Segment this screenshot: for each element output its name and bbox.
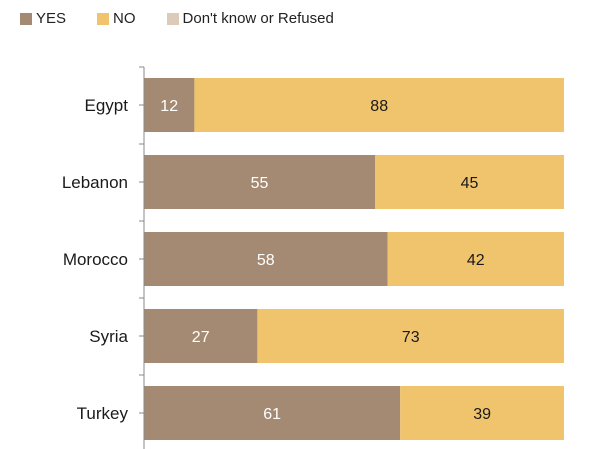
bar-syria-no [257, 309, 564, 363]
category-label-morocco: Morocco [63, 250, 128, 269]
bar-turkey-yes [144, 386, 401, 440]
bar-lebanon-no [375, 155, 564, 209]
category-label-lebanon: Lebanon [62, 173, 128, 192]
data-label-turkey-yes: 61 [263, 406, 281, 423]
data-label-egypt-yes: 12 [160, 98, 178, 115]
bar-egypt-no [194, 78, 564, 132]
bar-lebanon-yes [144, 155, 375, 209]
legend-swatch-no [97, 12, 110, 25]
data-label-syria-yes: 27 [192, 329, 210, 346]
data-label-turkey-no: 39 [473, 406, 491, 423]
data-label-syria-no: 73 [402, 329, 420, 346]
legend-label-dk: Don't know or Refused [182, 10, 334, 27]
legend-swatch-dk [166, 12, 179, 25]
bar-turkey-no [400, 386, 564, 440]
category-label-turkey: Turkey [77, 404, 129, 423]
data-label-lebanon-yes: 55 [251, 175, 269, 192]
bar-syria-yes [144, 309, 258, 363]
legend: YES NO Don't know or Refused [20, 10, 365, 27]
legend-label-no: NO [113, 10, 136, 27]
legend-swatch-yes [20, 12, 32, 25]
category-label-syria: Syria [89, 327, 128, 346]
legend-label-yes: YES [36, 10, 67, 27]
data-label-lebanon-no: 45 [461, 175, 479, 192]
category-label-egypt: Egypt [85, 96, 129, 115]
data-label-egypt-no: 88 [370, 98, 388, 115]
bar-egypt-yes [144, 78, 195, 132]
legend-item-no: NO [97, 10, 136, 27]
data-label-morocco-no: 42 [467, 252, 485, 269]
legend-item-dk: Don't know or Refused [166, 10, 334, 27]
data-label-morocco-yes: 58 [257, 252, 275, 269]
bar-morocco-no [387, 232, 564, 286]
bar-morocco-yes [144, 232, 388, 286]
legend-item-yes: YES [20, 10, 66, 27]
